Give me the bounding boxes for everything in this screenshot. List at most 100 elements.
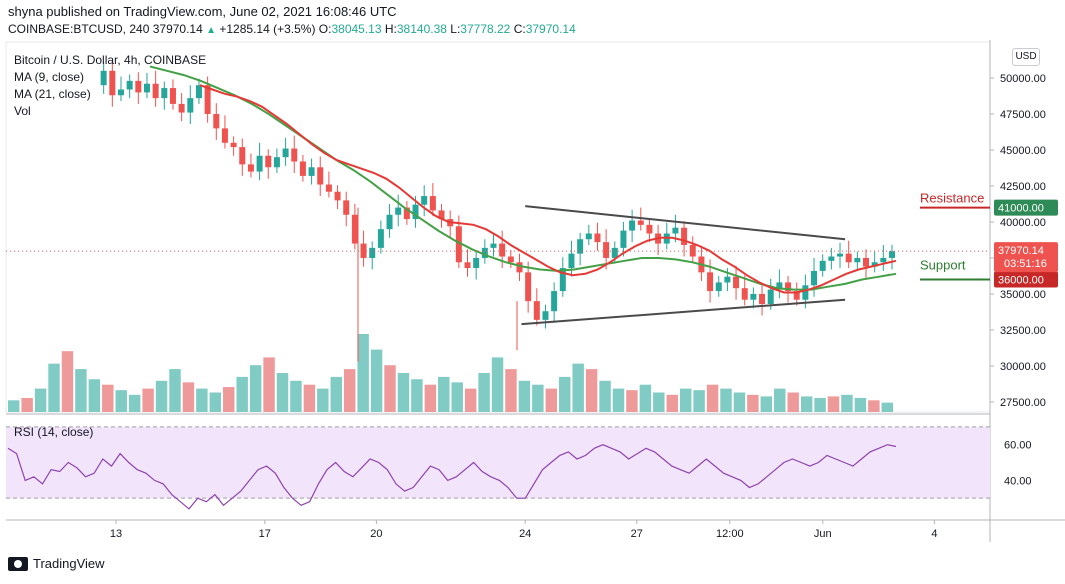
legend-ma21[interactable]: MA (21, close) xyxy=(14,87,91,101)
volume-bar xyxy=(841,394,853,412)
candle-body xyxy=(291,148,298,162)
candle-body xyxy=(299,161,306,176)
rsi-tick-label: 60.00 xyxy=(1004,440,1032,452)
candle-body xyxy=(455,226,462,263)
volume-bar xyxy=(491,357,504,412)
candle-body xyxy=(854,257,861,263)
candle-body xyxy=(533,301,540,320)
volume-bar xyxy=(384,365,396,412)
volume-bar xyxy=(75,369,87,412)
volume-bar xyxy=(290,380,302,412)
candle-body xyxy=(681,227,688,245)
volume-bar xyxy=(572,363,584,412)
candle-body xyxy=(377,229,384,248)
x-tick-label: Jun xyxy=(814,528,832,540)
volume-bar xyxy=(34,388,47,412)
volume-bar xyxy=(343,369,356,412)
volume-bar xyxy=(800,396,813,412)
x-tick-label: 27 xyxy=(631,528,643,540)
volume-bar xyxy=(706,384,719,412)
legend-vol[interactable]: Vol xyxy=(14,104,31,118)
high-value: 38140.38 xyxy=(396,22,447,36)
candle-body xyxy=(871,262,878,267)
candle-body xyxy=(412,204,419,220)
resistance-tag-bg xyxy=(994,199,1058,216)
candle-body xyxy=(577,239,584,254)
legend-ma9[interactable]: MA (9, close) xyxy=(14,70,85,84)
candle-body xyxy=(707,272,714,292)
y-tick-label: 32500.00 xyxy=(1000,325,1046,337)
candle-body xyxy=(117,89,124,96)
candle-body xyxy=(611,247,618,258)
volume-bar xyxy=(720,388,732,412)
candle-body xyxy=(490,243,497,248)
volume-bar xyxy=(814,397,826,412)
candle-body xyxy=(334,191,341,201)
candle-body xyxy=(507,256,514,263)
low-value: 37778.22 xyxy=(460,22,511,36)
volume-bar xyxy=(357,334,369,412)
support-tag: 36000.00 xyxy=(998,275,1044,287)
candle-body xyxy=(889,251,895,258)
candle-body xyxy=(343,200,350,215)
candle-body xyxy=(135,80,142,93)
volume-bar xyxy=(827,396,840,412)
candle-body xyxy=(637,220,644,225)
rsi-legend[interactable]: RSI (14, close) xyxy=(14,425,94,439)
volume-bar xyxy=(249,365,262,412)
last-price-tag-bg xyxy=(994,242,1058,273)
volume-bar xyxy=(653,392,665,412)
candle-body xyxy=(724,276,731,283)
up-arrow-icon: ▲ xyxy=(206,25,217,36)
high-label: H: xyxy=(384,22,397,36)
volume-bar xyxy=(411,379,423,412)
candle-body xyxy=(603,242,610,258)
candle-body xyxy=(325,184,332,192)
ohlc-header: COINBASE:BTCUSD, 240 37970.14 ▲ +1285.14… xyxy=(8,22,576,36)
volume-bar xyxy=(868,400,880,412)
candle-body xyxy=(525,272,532,302)
candle-body xyxy=(863,257,870,267)
footer[interactable]: TradingView xyxy=(8,556,105,571)
ma21-line xyxy=(149,65,897,291)
volume-bar xyxy=(559,376,571,412)
candle-body xyxy=(733,276,740,289)
candle-body xyxy=(620,230,627,248)
candle-body xyxy=(741,288,748,300)
trendline xyxy=(525,205,846,241)
x-tick-label: 20 xyxy=(370,528,382,540)
rsi-band xyxy=(6,426,990,499)
volume-bar xyxy=(639,384,652,412)
candle-body xyxy=(386,214,393,230)
publisher-line: shyna published on TradingView.com, June… xyxy=(8,4,397,19)
candle-body xyxy=(802,285,809,300)
volume-bar xyxy=(236,376,248,412)
last-price: 37970.14 xyxy=(152,22,203,36)
candle-body xyxy=(551,291,558,312)
x-tick-label: 4 xyxy=(931,528,937,540)
currency-button[interactable]: USD xyxy=(1012,48,1040,66)
x-tick-label: 13 xyxy=(110,528,122,540)
volume-bar xyxy=(478,373,490,412)
volume-bar xyxy=(545,388,558,412)
close-value: 37970.14 xyxy=(525,22,576,36)
volume-bar xyxy=(693,390,705,412)
volume-bar xyxy=(303,384,316,412)
candle-body xyxy=(785,282,792,292)
volume-bar xyxy=(774,388,786,412)
open-value: 38045.13 xyxy=(331,22,382,36)
candle-body xyxy=(559,268,566,292)
symbol: COINBASE:BTCUSD, 240 xyxy=(8,22,150,36)
volume-bar xyxy=(182,382,195,412)
candle-body xyxy=(143,83,150,93)
candle-body xyxy=(438,210,445,220)
candle-body xyxy=(109,70,116,96)
y-tick-label: 45000.00 xyxy=(1000,145,1046,157)
volume-bar xyxy=(88,379,101,412)
volume-bar xyxy=(585,369,598,412)
candle-body xyxy=(126,80,133,90)
candle-body xyxy=(568,253,575,269)
volume-bar xyxy=(128,394,141,412)
y-tick-label: 42500.00 xyxy=(1000,181,1046,193)
